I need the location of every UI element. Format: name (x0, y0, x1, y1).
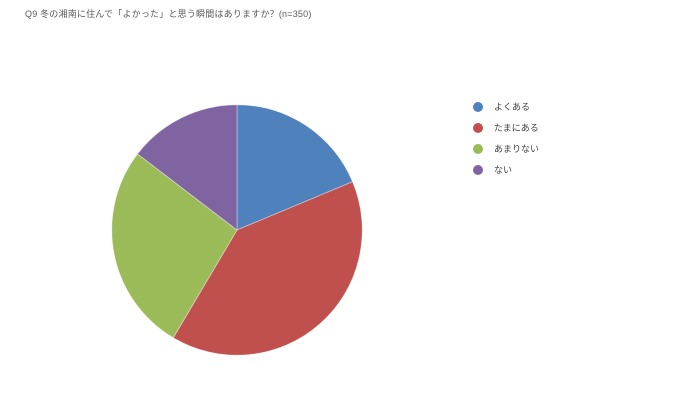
legend-item-tamani-aru: たまにある (473, 117, 539, 138)
pie-chart (111, 104, 363, 356)
legend-item-label: あまりない (494, 144, 540, 154)
chart-title: Q9 冬の湘南に住んで「よかった」と思う瞬間はありますか？(n=350) (25, 9, 312, 19)
legend-swatch-icon (473, 122, 483, 133)
legend-item-amari-nai: あまりない (473, 138, 539, 159)
legend-item-nai: ない (473, 159, 539, 180)
pie-slice-2 (111, 153, 238, 339)
legend: よくある たまにある あまりない ない (473, 96, 539, 180)
legend-item-yoku-aru: よくある (473, 96, 539, 117)
legend-swatch-icon (473, 101, 483, 112)
legend-item-label: よくある (494, 102, 531, 112)
legend-swatch-icon (473, 143, 483, 154)
legend-item-label: たまにある (494, 123, 539, 133)
legend-swatch-icon (473, 164, 483, 175)
pie-slice-1 (172, 181, 363, 356)
pie-slice-3 (137, 104, 238, 231)
pie-slice-0 (236, 104, 353, 231)
legend-item-label: ない (494, 165, 513, 175)
